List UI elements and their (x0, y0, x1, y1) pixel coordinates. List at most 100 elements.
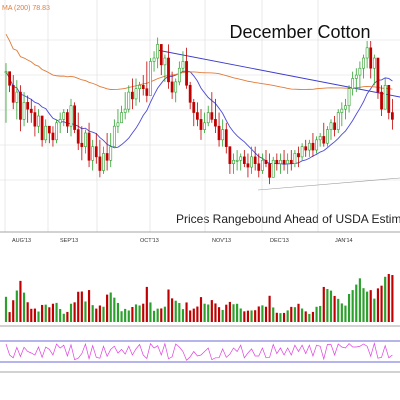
volume-bar (358, 278, 361, 322)
candle-body (159, 44, 163, 66)
candle-body (163, 57, 167, 66)
volume-bar (4, 296, 8, 322)
volume-bar (257, 306, 260, 322)
volume-bar (199, 297, 203, 322)
volume-bar (156, 308, 159, 322)
candle-body (127, 91, 131, 110)
candle-body (340, 108, 344, 113)
volume-bar (340, 303, 343, 322)
volume-bar (304, 311, 307, 322)
oscillator-panel (0, 340, 400, 363)
x-tick-label: OCT'13 (140, 238, 159, 244)
candle-body (196, 112, 199, 120)
volume-bar (207, 304, 210, 322)
volume-bar (138, 305, 141, 322)
candle-body (73, 105, 76, 130)
volume-bar (366, 291, 369, 322)
candle-body (138, 84, 141, 89)
candle-body (33, 112, 37, 127)
candle-body (120, 112, 123, 124)
volume-bar (178, 303, 181, 322)
candle-body (19, 91, 22, 120)
volume-bar (214, 303, 217, 322)
volume-bar (152, 310, 156, 322)
volume-bar (264, 306, 268, 322)
candle-body (94, 146, 98, 158)
volume-bar (41, 304, 44, 322)
volume-bar (174, 300, 177, 322)
volume-bar (250, 310, 253, 322)
volume-bar (87, 290, 91, 322)
volume-bar (181, 309, 185, 322)
volume-bar (37, 311, 40, 322)
candle-body (246, 163, 250, 168)
volume-bar (275, 312, 278, 322)
trendlines (156, 49, 400, 191)
candle-body (116, 122, 120, 127)
volume-bar (301, 308, 304, 322)
candle-body (351, 78, 355, 89)
ma-legend-text: MA (200) 78.83 (2, 5, 50, 12)
volume-bar (351, 290, 354, 322)
volume-bar (98, 305, 101, 322)
volume-bar (297, 303, 300, 322)
candle-body (206, 112, 210, 124)
volume-bar (15, 290, 18, 322)
candle-body (170, 81, 174, 93)
volume-bar (322, 286, 325, 322)
volume-bars (4, 274, 394, 322)
volume-bar (236, 303, 239, 322)
volume-bar (160, 308, 163, 322)
volume-bar (185, 302, 188, 322)
volume-bar (221, 309, 224, 322)
candle-body (47, 125, 51, 134)
candle-body (318, 136, 322, 141)
candle-body (257, 163, 261, 171)
candle-body (322, 136, 326, 144)
volume-bar (8, 312, 11, 322)
volume-bar (286, 310, 289, 322)
candle-body (387, 84, 391, 113)
volume-bar (387, 274, 390, 322)
volume-bar (84, 301, 87, 322)
volume-bar (293, 307, 296, 322)
x-tick-label: SEP'13 (60, 238, 78, 244)
chart-title: December Cotton (229, 22, 370, 42)
x-tick-label: AUG'13 (12, 238, 31, 244)
candle-body (22, 102, 26, 120)
candle-body (304, 146, 308, 151)
volume-bar (19, 280, 22, 322)
volume-bar (163, 306, 166, 322)
candle-body (365, 47, 369, 59)
volume-bar (69, 303, 73, 322)
volume-bar (344, 305, 347, 322)
volume-bar (131, 306, 134, 322)
volume-bar (329, 290, 333, 322)
volume-bar (189, 310, 192, 322)
volume-bar (73, 302, 76, 322)
candle-body (391, 112, 394, 120)
volume-bar (282, 312, 286, 322)
candle-body (188, 84, 192, 103)
candle-body (91, 146, 95, 161)
candle-body (66, 112, 69, 127)
volume-bar (362, 288, 365, 322)
volume-bar (22, 292, 26, 322)
candle-body (228, 146, 232, 164)
volume-bar (376, 288, 380, 322)
volume-bar (380, 285, 383, 322)
x-axis-ticks: AUG'13 SEP'13 OCT'13 NOV'13 DEC'13 JAN'14 (12, 238, 353, 244)
volume-bar (33, 308, 36, 322)
candle-body (253, 156, 257, 164)
volume-bar (62, 313, 65, 322)
volume-bar (268, 295, 271, 322)
candle-body (286, 159, 290, 164)
candle-body (358, 67, 362, 76)
candle-body (109, 146, 113, 161)
candle-body (134, 88, 138, 100)
candle-body (26, 102, 30, 110)
volume-bar (12, 300, 15, 322)
candle-body (315, 139, 318, 151)
candle-body (264, 159, 268, 164)
candle-body (372, 57, 376, 69)
